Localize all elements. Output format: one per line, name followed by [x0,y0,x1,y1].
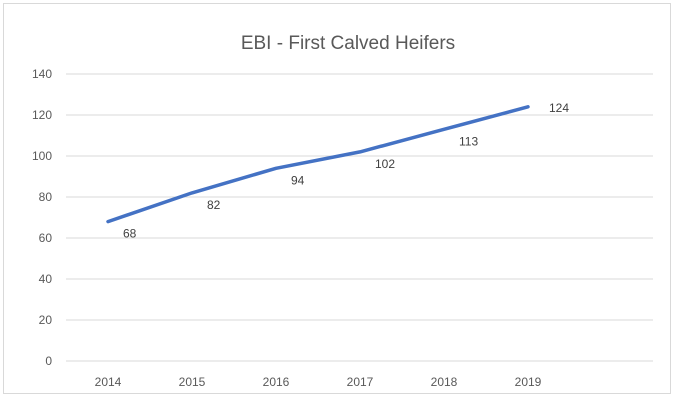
series-line [106,105,530,224]
data-label: 82 [207,198,221,212]
x-tick-label: 2017 [347,375,374,389]
data-label: 124 [549,101,569,115]
data-label: 102 [375,157,395,171]
data-label: 94 [291,173,305,187]
x-axis-tick-labels: 2014 2015 2016 2017 2018 2019 [95,375,542,389]
y-tick-label: 100 [32,149,52,163]
x-tick-label: 2019 [515,375,542,389]
x-tick-label: 2014 [95,375,122,389]
y-tick-label: 40 [39,272,53,286]
x-tick-label: 2016 [263,375,290,389]
y-axis-tick-labels: 0 20 40 60 80 100 120 140 [32,67,52,368]
data-label: 113 [459,134,478,148]
gridlines [66,73,653,362]
chart-frame [3,3,671,394]
y-tick-label: 0 [45,354,52,368]
x-tick-label: 2015 [179,375,206,389]
series-layer [106,105,530,224]
chart-title: EBI - First Calved Heifers [241,33,455,54]
data-labels: 68 82 94 102 113 124 [123,101,569,241]
y-tick-label: 80 [39,190,53,204]
y-tick-label: 60 [39,231,53,245]
x-tick-label: 2018 [431,375,458,389]
y-tick-label: 20 [39,313,53,327]
y-tick-label: 120 [32,108,52,122]
y-tick-label: 140 [32,67,52,81]
data-label: 68 [123,227,137,241]
